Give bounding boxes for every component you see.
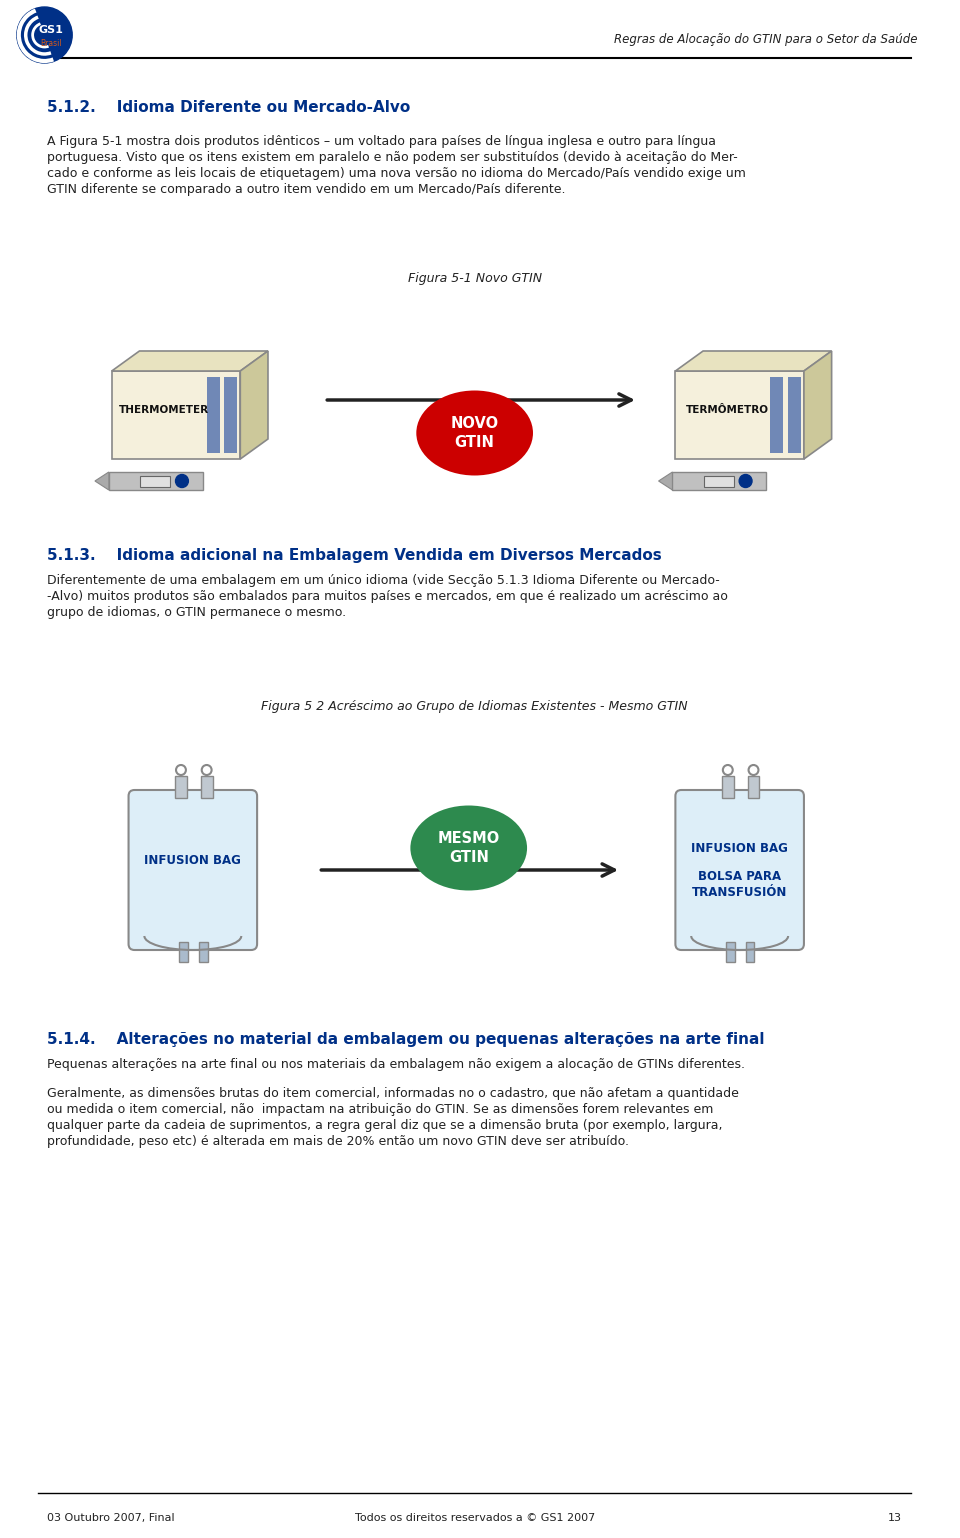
Text: 13: 13	[888, 1513, 901, 1523]
Circle shape	[17, 8, 72, 63]
Polygon shape	[659, 472, 672, 491]
Bar	[201, 777, 212, 798]
Polygon shape	[111, 371, 240, 458]
Polygon shape	[95, 472, 108, 491]
Bar	[206, 377, 220, 454]
Bar	[108, 472, 203, 491]
Text: portuguesa. Visto que os itens existem em paralelo e não podem ser substituídos : portuguesa. Visto que os itens existem e…	[47, 151, 738, 165]
Polygon shape	[240, 351, 268, 458]
Bar	[199, 941, 207, 961]
Circle shape	[176, 475, 188, 488]
Text: Figura 5 2 Acréscimo ao Grupo de Idiomas Existentes - Mesmo GTIN: Figura 5 2 Acréscimo ao Grupo de Idiomas…	[261, 700, 688, 714]
Text: 03 Outubro 2007, Final: 03 Outubro 2007, Final	[47, 1513, 175, 1523]
Bar	[140, 475, 170, 486]
Text: A Figura 5-1 mostra dois produtos idênticos – um voltado para países de língua i: A Figura 5-1 mostra dois produtos idênti…	[47, 135, 716, 148]
Bar	[726, 941, 734, 961]
Text: -Alvo) muitos produtos são embalados para muitos países e mercados, em que é rea: -Alvo) muitos produtos são embalados par…	[47, 591, 729, 603]
Text: Todos os direitos reservados a © GS1 2007: Todos os direitos reservados a © GS1 200…	[354, 1513, 595, 1523]
Polygon shape	[676, 351, 831, 371]
Ellipse shape	[410, 806, 527, 891]
Text: Figura 5-1 Novo GTIN: Figura 5-1 Novo GTIN	[408, 272, 541, 285]
Bar	[175, 777, 187, 798]
Text: Geralmente, as dimensões brutas do item comercial, informadas no o cadastro, que: Geralmente, as dimensões brutas do item …	[47, 1087, 739, 1100]
Text: grupo de idiomas, o GTIN permanece o mesmo.: grupo de idiomas, o GTIN permanece o mes…	[47, 606, 347, 618]
Text: profundidade, peso etc) é alterada em mais de 20% então um novo GTIN deve ser at: profundidade, peso etc) é alterada em ma…	[47, 1135, 630, 1147]
Bar	[179, 941, 188, 961]
Text: Brasil: Brasil	[40, 40, 62, 49]
Text: GS1: GS1	[39, 25, 64, 35]
Bar	[770, 377, 783, 454]
Text: BOLSA PARA
TRANSFUSIÓN: BOLSA PARA TRANSFUSIÓN	[692, 871, 787, 900]
Polygon shape	[804, 351, 831, 458]
Text: Pequenas alterações na arte final ou nos materiais da embalagem não exigem a alo: Pequenas alterações na arte final ou nos…	[47, 1058, 746, 1070]
Text: INFUSION BAG: INFUSION BAG	[144, 854, 241, 866]
FancyBboxPatch shape	[676, 791, 804, 950]
Text: ou medida o item comercial, não  impactam na atribuição do GTIN. Se as dimensões: ou medida o item comercial, não impactam…	[47, 1103, 714, 1117]
FancyBboxPatch shape	[129, 791, 257, 950]
Text: TERMÔMETRO: TERMÔMETRO	[686, 404, 769, 415]
Text: THERMOMETER: THERMOMETER	[119, 404, 209, 415]
Bar	[225, 377, 237, 454]
Text: INFUSION BAG: INFUSION BAG	[691, 841, 788, 855]
Bar	[748, 777, 759, 798]
Polygon shape	[111, 351, 268, 371]
Text: 5.1.2.    Idioma Diferente ou Mercado-Alvo: 5.1.2. Idioma Diferente ou Mercado-Alvo	[47, 100, 411, 115]
Bar	[672, 472, 766, 491]
Text: NOVO
GTIN: NOVO GTIN	[450, 417, 498, 449]
Ellipse shape	[417, 391, 533, 475]
Text: GTIN diferente se comparado a outro item vendido em um Mercado/País diferente.: GTIN diferente se comparado a outro item…	[47, 183, 566, 195]
Text: cado e conforme as leis locais de etiquetagem) uma nova versão no idioma do Merc: cado e conforme as leis locais de etique…	[47, 168, 746, 180]
Text: qualquer parte da cadeia de suprimentos, a regra geral diz que se a dimensão bru: qualquer parte da cadeia de suprimentos,…	[47, 1120, 723, 1132]
Text: MESMO
GTIN: MESMO GTIN	[438, 831, 500, 864]
Bar	[722, 777, 733, 798]
Text: 5.1.3.    Idioma adicional na Embalagem Vendida em Diversos Mercados: 5.1.3. Idioma adicional na Embalagem Ven…	[47, 548, 662, 563]
Text: Diferentemente de uma embalagem em um único idioma (vide Secção 5.1.3 Idioma Dif: Diferentemente de uma embalagem em um ún…	[47, 574, 720, 588]
Bar	[704, 475, 733, 486]
Text: Regras de Alocação do GTIN para o Setor da Saúde: Regras de Alocação do GTIN para o Setor …	[614, 34, 918, 46]
Polygon shape	[676, 371, 804, 458]
Bar	[788, 377, 801, 454]
Bar	[746, 941, 755, 961]
Text: 5.1.4.    Alterações no material da embalagem ou pequenas alterações na arte fin: 5.1.4. Alterações no material da embalag…	[47, 1032, 765, 1047]
Circle shape	[739, 475, 752, 488]
